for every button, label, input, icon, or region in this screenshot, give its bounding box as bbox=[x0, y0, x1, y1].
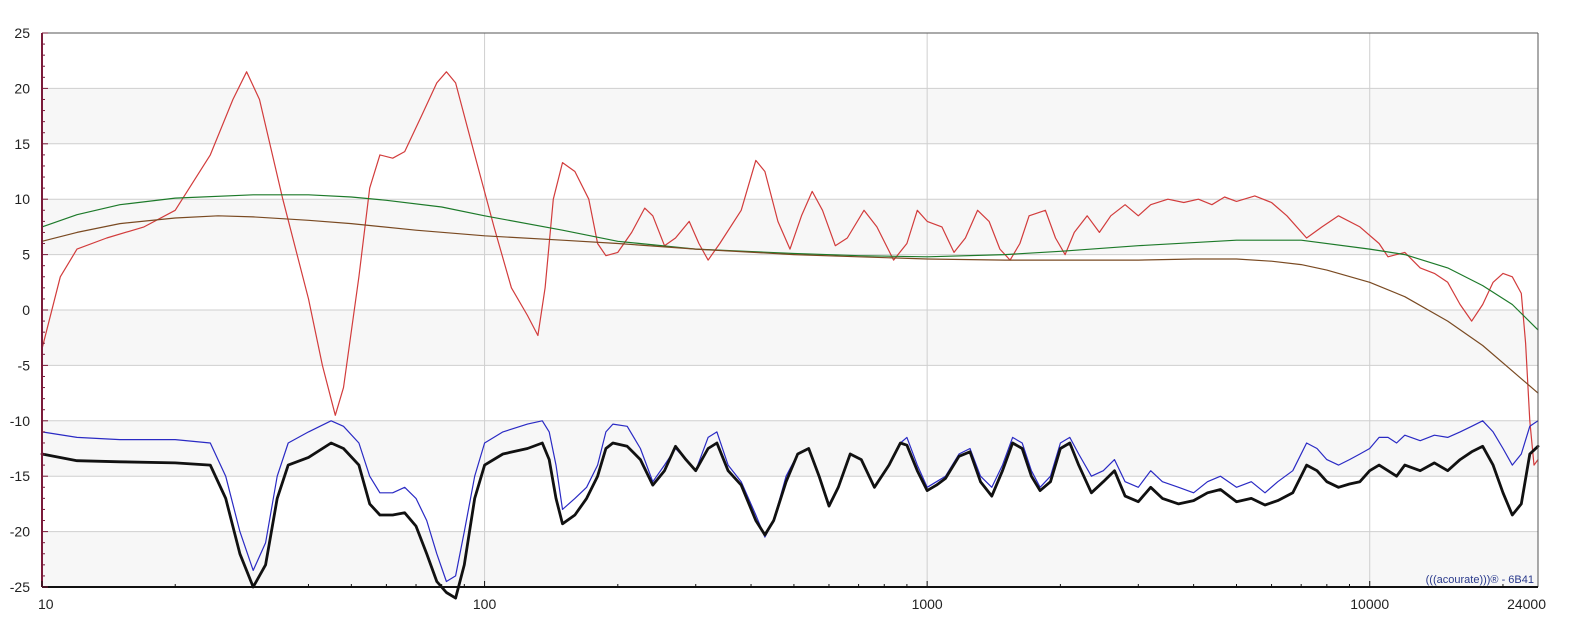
y-tick-label: -10 bbox=[10, 413, 30, 429]
y-tick-label: 20 bbox=[14, 80, 30, 96]
x-tick-label: 24000 bbox=[1507, 596, 1546, 612]
y-tick-label: 10 bbox=[14, 191, 30, 207]
series-line-2 bbox=[41, 194, 1539, 331]
y-tick-label: -25 bbox=[10, 579, 30, 595]
grid-band bbox=[42, 88, 1538, 144]
grid-band bbox=[42, 420, 1538, 477]
y-tick-label: -20 bbox=[10, 524, 30, 540]
x-tick-label: 100 bbox=[473, 596, 497, 612]
grid-band bbox=[42, 310, 1538, 366]
x-tick-label: 1000 bbox=[912, 596, 943, 612]
series-layer bbox=[40, 71, 1540, 600]
x-tick-label: 10 bbox=[38, 596, 54, 612]
grid-band bbox=[42, 531, 1538, 587]
series-line-3 bbox=[41, 215, 1539, 394]
y-tick-label: 5 bbox=[22, 247, 30, 263]
y-tick-label: 0 bbox=[22, 302, 30, 318]
x-tick-label: 10000 bbox=[1350, 596, 1389, 612]
alternating-bands bbox=[42, 88, 1538, 587]
series-line-5 bbox=[40, 441, 1540, 600]
series-line-1 bbox=[41, 71, 1539, 466]
y-tick-label: 25 bbox=[14, 25, 30, 41]
tick-labels: 25 20 15 10 5 0 -5 -10 -15 -20 -25 10 100 1000 10000 24… bbox=[10, 25, 1546, 612]
watermark-text: (((acourate)))® - 6B41 bbox=[1426, 574, 1534, 586]
y-tick-label: -15 bbox=[10, 468, 30, 484]
y-tick-label: 15 bbox=[14, 136, 30, 152]
axes bbox=[41, 32, 1539, 588]
grid-band bbox=[42, 199, 1538, 255]
y-tick-label: -5 bbox=[18, 357, 31, 373]
